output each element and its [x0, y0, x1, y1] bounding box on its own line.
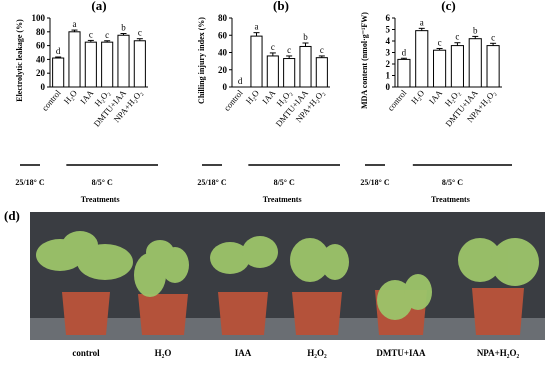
group-label: 8/5° C	[442, 178, 463, 187]
bar	[299, 45, 312, 88]
significance-letter: c	[89, 29, 93, 39]
bar	[68, 31, 81, 88]
y-tick-label: 6	[386, 13, 391, 23]
photo-caption: H₂O	[155, 348, 172, 358]
bar	[52, 57, 65, 88]
pots	[62, 288, 524, 335]
y-tick-label: 5	[386, 25, 391, 35]
bar	[84, 41, 97, 88]
photo-label: (d)	[4, 208, 20, 223]
y-tick-label: 20	[218, 65, 228, 75]
panel-title: (a)	[91, 0, 106, 13]
bar	[415, 30, 429, 88]
bar	[433, 49, 447, 88]
group-label: 25/18° C	[360, 178, 389, 187]
bar	[266, 55, 279, 88]
y-tick-label: 60	[36, 41, 46, 51]
group-label: 25/18° C	[15, 178, 44, 187]
y-axis-label: Electrolytic leakage (%)	[15, 19, 24, 102]
significance-letter: c	[271, 42, 275, 52]
significance-letter: b	[303, 32, 308, 42]
y-axis-label: Chilling injury index (%)	[197, 17, 206, 104]
y-tick-label: 20	[36, 68, 46, 78]
photo-caption: NPA+H₂O₂	[477, 348, 520, 358]
photo-caption: H₂O₂	[307, 348, 327, 358]
significance-letter: d	[402, 47, 407, 57]
x-tick-label: H₂O	[244, 88, 261, 106]
significance-letter: c	[491, 32, 495, 42]
photo	[30, 212, 545, 340]
panel-title: (b)	[273, 0, 289, 13]
bar	[450, 45, 464, 88]
y-tick-label: 1	[386, 71, 391, 81]
x-tick-label: H₂O	[62, 88, 79, 106]
y-tick-label: 0	[223, 82, 228, 92]
group-label: 25/18° C	[197, 178, 226, 187]
y-tick-label: 2	[386, 59, 391, 69]
x-tick-label: H₂O	[409, 88, 426, 106]
photo-caption: control	[72, 348, 100, 358]
bar	[468, 38, 482, 88]
y-tick-label: 40	[36, 54, 46, 64]
bar	[397, 58, 411, 88]
x-tick-label: IAA	[427, 87, 445, 106]
y-tick-label: 4	[386, 36, 391, 46]
y-tick-label: 0	[386, 82, 391, 92]
bar	[250, 35, 263, 88]
significance-letter: c	[105, 30, 109, 40]
significance-letter: a	[73, 19, 77, 29]
bar	[133, 40, 146, 88]
significance-letter: c	[287, 45, 291, 55]
y-tick-label: 80	[218, 13, 228, 23]
significance-letter: d	[238, 76, 243, 86]
significance-letter: c	[438, 37, 442, 47]
significance-letter: a	[420, 17, 424, 27]
photo-caption: IAA	[235, 348, 252, 358]
y-axis-label: MDA content (nmol·g⁻¹FW)	[360, 12, 369, 109]
panel-title: (c)	[441, 0, 455, 13]
y-tick-label: 40	[218, 48, 228, 58]
y-tick-label: 80	[36, 27, 46, 37]
x-axis-label: Treatments	[263, 195, 302, 204]
y-tick-label: 3	[386, 48, 391, 58]
y-tick-label: 100	[32, 13, 46, 23]
photo-caption: DMTU+IAA	[376, 348, 426, 358]
y-tick-label: 0	[41, 82, 46, 92]
group-label: 8/5° C	[92, 178, 113, 187]
leaves	[36, 231, 539, 320]
bar	[117, 34, 130, 88]
group-label: 8/5° C	[274, 178, 295, 187]
significance-letter: c	[455, 32, 459, 42]
x-axis-label: Treatments	[431, 195, 470, 204]
significance-letter: d	[56, 46, 61, 56]
y-tick-label: 60	[218, 30, 228, 40]
significance-letter: b	[121, 23, 126, 33]
x-axis-label: Treatments	[81, 195, 120, 204]
bar	[315, 57, 328, 88]
significance-letter: c	[320, 45, 324, 55]
significance-letter: c	[138, 28, 142, 38]
bar	[486, 45, 500, 88]
significance-letter: a	[255, 22, 259, 32]
bar	[283, 58, 296, 88]
significance-letter: b	[473, 25, 478, 35]
bar	[101, 41, 114, 88]
